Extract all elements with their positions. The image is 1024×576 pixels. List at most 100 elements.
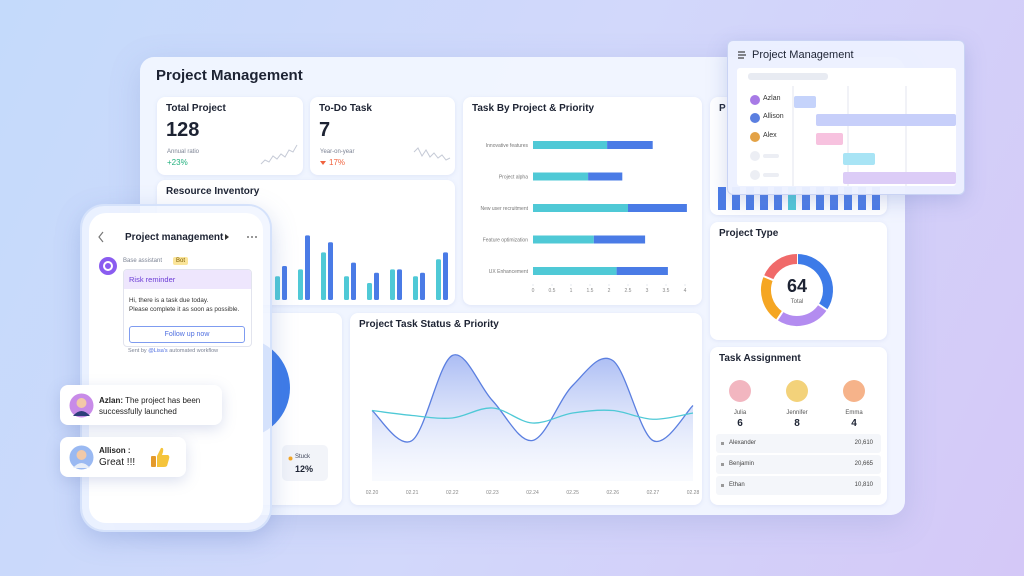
gantt-bar [816, 114, 956, 126]
deco-bar [802, 187, 810, 210]
status-priority-card: Project Task Status & Priority 02.20 02.2… [350, 313, 702, 505]
segment-gap [762, 274, 775, 282]
bar-segment [533, 235, 594, 244]
x-tick-label: 02.21 [406, 490, 419, 496]
x-tick-label: 02.24 [526, 490, 539, 496]
decoration [718, 187, 880, 210]
phone-title: Project management [125, 232, 224, 243]
avatar [750, 95, 760, 105]
sparkline [413, 147, 451, 161]
bar [413, 276, 418, 300]
footer: Sent by @Lisa's automated workflow [128, 348, 218, 354]
row-bullet [721, 484, 724, 487]
gantt-name: Allison [763, 113, 784, 120]
category-label: New user recruitment [480, 206, 528, 212]
bar [367, 283, 372, 300]
chat-message: The project has been successfully launch… [99, 396, 201, 416]
card-title: Task By Project & Priority [472, 103, 595, 114]
gantt-bar [794, 96, 816, 108]
x-tick-label: 02.26 [606, 490, 619, 496]
gantt-grid [748, 73, 956, 186]
bot-icon [103, 261, 113, 271]
placeholder [748, 73, 828, 80]
thumb-hand [157, 447, 170, 467]
bar [275, 276, 280, 300]
line [371, 407, 694, 424]
deco-bar [788, 187, 796, 210]
stat-value: 12% [295, 464, 314, 474]
bar [390, 269, 395, 300]
x-tick-label: 2 [608, 288, 611, 294]
follow-up-button[interactable]: Follow up now [129, 326, 245, 343]
thumb-cuff [151, 456, 156, 467]
more-dot[interactable] [247, 236, 249, 238]
bar-segment [533, 204, 628, 212]
area-chart: 02.20 02.21 02.22 02.23 02.24 02.25 02.26 02.27… [366, 354, 699, 496]
gantt-bar [843, 153, 875, 165]
bar [321, 252, 326, 300]
down-icon [320, 161, 326, 165]
bar-segment [628, 204, 687, 212]
x-tick-label: 1.5 [587, 288, 594, 294]
chat-name: Azlan: [99, 396, 123, 405]
mention[interactable]: @Lisa's [148, 348, 168, 354]
segment-gap [817, 303, 829, 312]
gantt-bar [816, 133, 843, 145]
deco-bar [872, 187, 880, 210]
avatar [750, 113, 760, 123]
bar-segment [588, 172, 623, 181]
bar-segment [607, 141, 653, 149]
bot-badge: Bot [173, 257, 189, 265]
phone-icons [98, 231, 257, 275]
dot [288, 456, 293, 461]
person-name: Jennifer [786, 410, 808, 416]
placeholder [763, 173, 779, 177]
avatar-face [76, 398, 87, 408]
bar-segment [593, 235, 646, 244]
bar [298, 269, 303, 300]
category-label: Feature optimization [483, 238, 529, 244]
x-tick-label: 2.5 [625, 288, 632, 294]
card-title: Task Assignment [719, 353, 801, 364]
row-value: 10,810 [854, 482, 873, 488]
menu-icon [738, 51, 746, 59]
x-tick-label: 0 [532, 288, 535, 294]
row-value: 20,610 [854, 440, 873, 446]
card-title: Project Type [719, 228, 779, 239]
bar [328, 242, 333, 300]
sparkline-path [413, 147, 451, 161]
x-tick-label: 02.27 [647, 490, 660, 496]
row-bg [716, 476, 881, 495]
x-tick-label: 3.5 [663, 288, 670, 294]
chat-bubble: Azlan: The project has been successfully… [60, 385, 222, 425]
task-assignment-card: Task Assignment Julia 6 Jennifer 8 Emma 4 Ale… [710, 347, 887, 505]
center-value: 64 [787, 276, 807, 296]
avatar [729, 380, 751, 402]
bar [397, 269, 402, 300]
avatar-body [73, 463, 90, 468]
gantt-title: Project Management [752, 49, 854, 61]
message-card: Risk reminder Hi, there is a task due to… [123, 269, 252, 347]
category-label: UX Enhancement [489, 269, 529, 275]
row-name: Ethan [729, 482, 745, 488]
stat-box: Stuck 12% [282, 445, 328, 481]
gantt-body [737, 68, 956, 186]
donut-segment [763, 254, 798, 281]
donut-chart: 64 Total [761, 253, 833, 326]
down-arrow [320, 161, 326, 165]
dot-icon [288, 456, 293, 461]
card-title: To-Do Task [319, 103, 372, 114]
category-label: Project alpha [499, 175, 528, 181]
back-icon[interactable] [98, 231, 104, 243]
person-name: Emma [845, 410, 863, 416]
deco-bar [816, 187, 824, 210]
caret [225, 234, 229, 240]
gantt-name: Azlan [763, 95, 781, 102]
gantt-bar [843, 172, 956, 184]
more-dot[interactable] [251, 236, 253, 238]
avatar [69, 393, 94, 418]
line [371, 354, 694, 443]
more-dot[interactable] [255, 236, 257, 238]
chat-message: Great !!! [99, 457, 136, 468]
